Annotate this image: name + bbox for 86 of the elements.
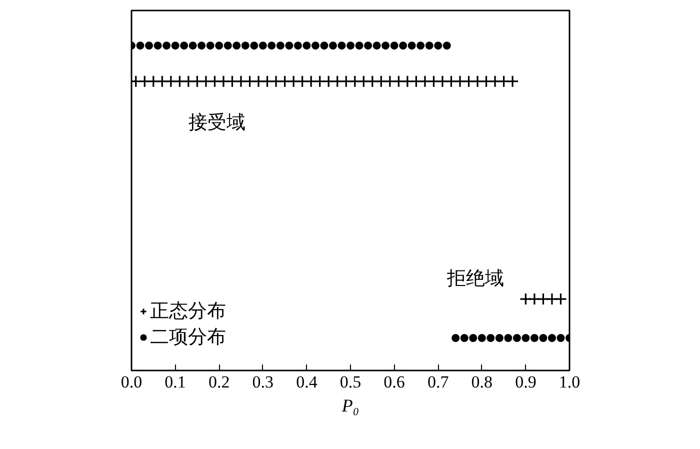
point bbox=[504, 334, 512, 342]
point bbox=[478, 334, 486, 342]
point bbox=[270, 75, 282, 88]
point bbox=[188, 42, 197, 50]
point bbox=[276, 42, 284, 50]
point bbox=[408, 42, 416, 50]
point bbox=[410, 75, 422, 88]
x-tick-label: 0.8 bbox=[471, 372, 493, 392]
point bbox=[442, 42, 451, 50]
point bbox=[460, 334, 468, 342]
point bbox=[548, 334, 556, 342]
point bbox=[338, 42, 346, 50]
x-tick-label: 0.6 bbox=[384, 372, 405, 392]
point bbox=[136, 42, 144, 50]
point bbox=[355, 42, 364, 50]
point bbox=[452, 334, 460, 342]
point bbox=[506, 75, 519, 88]
point bbox=[190, 75, 204, 88]
point bbox=[304, 75, 318, 88]
x-tick-label: 0.3 bbox=[252, 372, 274, 392]
point bbox=[180, 42, 188, 50]
annotation: 拒绝域 bbox=[446, 267, 504, 290]
point bbox=[340, 75, 352, 88]
point bbox=[302, 42, 311, 50]
point bbox=[232, 42, 241, 50]
point bbox=[328, 42, 337, 50]
point bbox=[171, 42, 180, 50]
annotation: 接受域 bbox=[188, 111, 246, 134]
point bbox=[364, 42, 372, 50]
x-tick-label: 0.9 bbox=[515, 372, 536, 392]
point bbox=[416, 42, 425, 50]
point bbox=[294, 42, 302, 50]
point bbox=[198, 42, 206, 50]
point bbox=[399, 42, 408, 50]
point bbox=[434, 42, 442, 50]
point bbox=[512, 334, 521, 342]
x-tick-label: 0.5 bbox=[340, 372, 362, 392]
x-tick-label: 0.0 bbox=[120, 372, 142, 392]
x-axis-title: P₀ bbox=[340, 396, 360, 416]
point bbox=[206, 42, 214, 50]
point bbox=[469, 334, 478, 342]
point bbox=[224, 42, 232, 50]
point bbox=[138, 75, 151, 88]
point bbox=[154, 42, 162, 50]
point bbox=[311, 42, 320, 50]
point bbox=[382, 42, 390, 50]
point bbox=[486, 334, 495, 342]
point bbox=[471, 75, 484, 88]
point bbox=[539, 334, 548, 342]
x-tick-label: 0.7 bbox=[427, 372, 450, 392]
point bbox=[488, 75, 502, 88]
point bbox=[530, 334, 538, 342]
point bbox=[372, 42, 381, 50]
point bbox=[346, 42, 354, 50]
point bbox=[495, 334, 504, 342]
point bbox=[454, 75, 466, 88]
point bbox=[241, 42, 250, 50]
x-tick-label: 0.4 bbox=[296, 372, 318, 392]
point bbox=[519, 292, 532, 306]
x-tick-label: 0.2 bbox=[208, 372, 230, 392]
point bbox=[322, 75, 335, 88]
point bbox=[556, 334, 565, 342]
point bbox=[285, 42, 294, 50]
point bbox=[392, 75, 405, 88]
point bbox=[554, 292, 568, 306]
point bbox=[252, 75, 265, 88]
point bbox=[287, 75, 300, 88]
point bbox=[173, 75, 186, 88]
point bbox=[250, 42, 258, 50]
point bbox=[374, 75, 388, 88]
legend-label: 二项分布 bbox=[150, 325, 226, 350]
legend-label: 正态分布 bbox=[150, 299, 226, 324]
point bbox=[268, 42, 276, 50]
point bbox=[425, 42, 434, 50]
x-tick-label: 1.0 bbox=[558, 372, 580, 392]
point bbox=[320, 42, 328, 50]
point bbox=[145, 42, 154, 50]
point bbox=[162, 42, 171, 50]
point bbox=[215, 42, 224, 50]
x-tick-label: 0.1 bbox=[164, 372, 186, 392]
point bbox=[390, 42, 398, 50]
point bbox=[522, 334, 530, 342]
point bbox=[156, 75, 168, 88]
point bbox=[357, 75, 370, 88]
point bbox=[258, 42, 267, 50]
point bbox=[234, 75, 248, 88]
